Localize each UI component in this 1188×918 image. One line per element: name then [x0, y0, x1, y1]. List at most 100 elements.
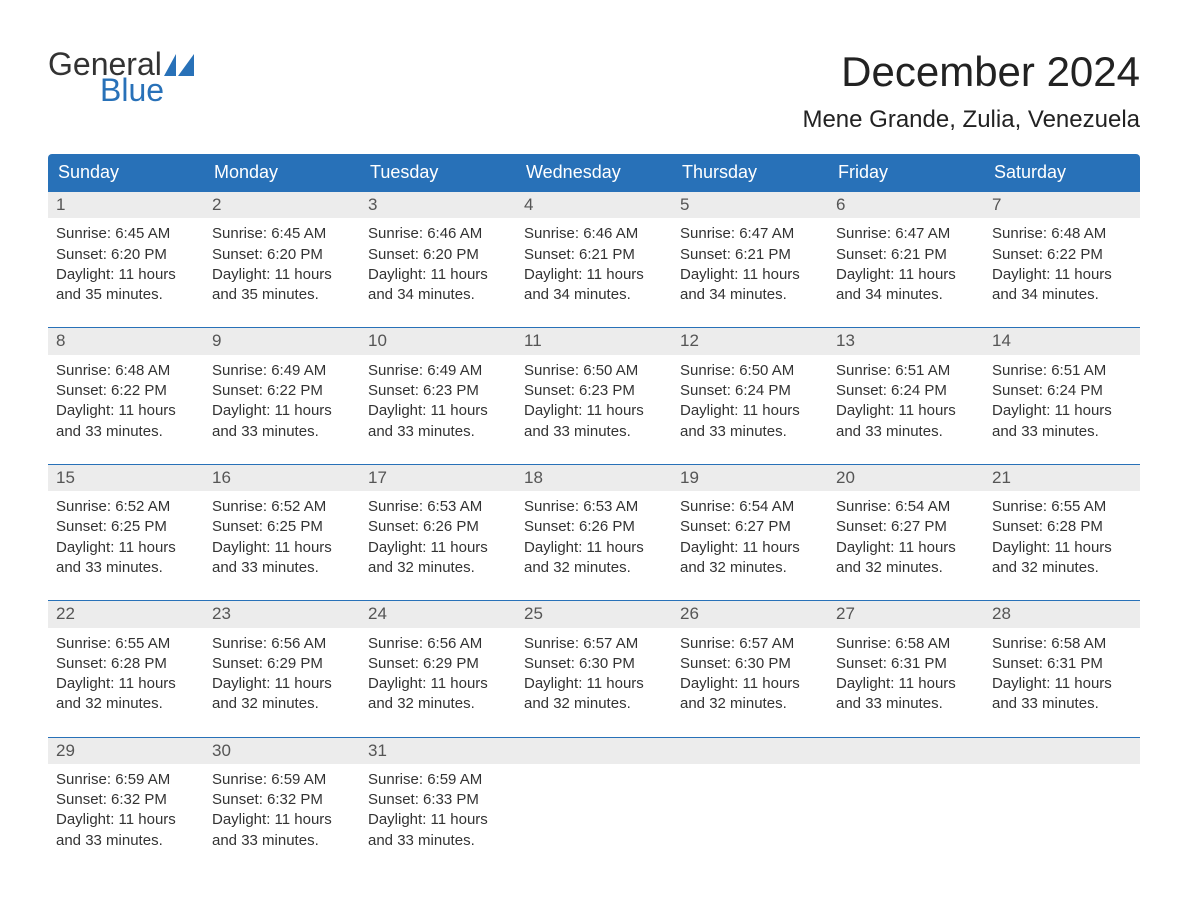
day-cell: 10Sunrise: 6:49 AMSunset: 6:23 PMDayligh…	[360, 328, 516, 445]
day-cell	[828, 738, 984, 855]
day-ss: Sunset: 6:21 PM	[680, 245, 820, 265]
day-dl2: and 33 minutes.	[992, 422, 1132, 442]
day-ss: Sunset: 6:32 PM	[212, 790, 352, 810]
day-dl1: Daylight: 11 hours	[680, 538, 820, 558]
week-row: 22Sunrise: 6:55 AMSunset: 6:28 PMDayligh…	[48, 600, 1140, 718]
day-ss: Sunset: 6:22 PM	[992, 245, 1132, 265]
day-sr: Sunrise: 6:59 AM	[212, 770, 352, 790]
day-cell: 24Sunrise: 6:56 AMSunset: 6:29 PMDayligh…	[360, 601, 516, 718]
day-ss: Sunset: 6:22 PM	[56, 381, 196, 401]
day-dl1: Daylight: 11 hours	[992, 674, 1132, 694]
day-body: Sunrise: 6:59 AMSunset: 6:33 PMDaylight:…	[360, 764, 516, 855]
day-dl1: Daylight: 11 hours	[56, 401, 196, 421]
day-dl1: Daylight: 11 hours	[524, 265, 664, 285]
day-dl1: Daylight: 11 hours	[680, 401, 820, 421]
day-number: 17	[360, 465, 516, 491]
day-dl2: and 35 minutes.	[212, 285, 352, 305]
day-sr: Sunrise: 6:57 AM	[524, 634, 664, 654]
day-dl2: and 33 minutes.	[992, 694, 1132, 714]
day-ss: Sunset: 6:24 PM	[992, 381, 1132, 401]
day-sr: Sunrise: 6:54 AM	[836, 497, 976, 517]
day-body	[516, 764, 672, 774]
day-sr: Sunrise: 6:57 AM	[680, 634, 820, 654]
day-number	[984, 738, 1140, 764]
day-body: Sunrise: 6:50 AMSunset: 6:23 PMDaylight:…	[516, 355, 672, 446]
day-number: 7	[984, 192, 1140, 218]
day-number: 19	[672, 465, 828, 491]
day-sr: Sunrise: 6:49 AM	[368, 361, 508, 381]
day-dl2: and 33 minutes.	[56, 422, 196, 442]
day-ss: Sunset: 6:32 PM	[56, 790, 196, 810]
day-dl2: and 32 minutes.	[992, 558, 1132, 578]
day-ss: Sunset: 6:31 PM	[836, 654, 976, 674]
day-number: 8	[48, 328, 204, 354]
day-sr: Sunrise: 6:59 AM	[368, 770, 508, 790]
day-dl1: Daylight: 11 hours	[56, 538, 196, 558]
day-body: Sunrise: 6:45 AMSunset: 6:20 PMDaylight:…	[48, 218, 204, 309]
day-sr: Sunrise: 6:58 AM	[992, 634, 1132, 654]
day-number: 28	[984, 601, 1140, 627]
day-cell: 14Sunrise: 6:51 AMSunset: 6:24 PMDayligh…	[984, 328, 1140, 445]
day-number: 12	[672, 328, 828, 354]
day-body: Sunrise: 6:47 AMSunset: 6:21 PMDaylight:…	[672, 218, 828, 309]
month-title: December 2024	[802, 48, 1140, 96]
day-dl2: and 33 minutes.	[212, 558, 352, 578]
day-ss: Sunset: 6:28 PM	[992, 517, 1132, 537]
day-cell: 17Sunrise: 6:53 AMSunset: 6:26 PMDayligh…	[360, 465, 516, 582]
day-body: Sunrise: 6:51 AMSunset: 6:24 PMDaylight:…	[828, 355, 984, 446]
day-cell: 3Sunrise: 6:46 AMSunset: 6:20 PMDaylight…	[360, 192, 516, 309]
day-body: Sunrise: 6:58 AMSunset: 6:31 PMDaylight:…	[984, 628, 1140, 719]
day-header-wednesday: Wednesday	[516, 154, 672, 191]
day-body: Sunrise: 6:45 AMSunset: 6:20 PMDaylight:…	[204, 218, 360, 309]
day-dl2: and 32 minutes.	[836, 558, 976, 578]
day-number: 22	[48, 601, 204, 627]
day-dl2: and 34 minutes.	[992, 285, 1132, 305]
day-number: 1	[48, 192, 204, 218]
day-sr: Sunrise: 6:46 AM	[368, 224, 508, 244]
day-cell	[516, 738, 672, 855]
day-body: Sunrise: 6:56 AMSunset: 6:29 PMDaylight:…	[360, 628, 516, 719]
week-row: 29Sunrise: 6:59 AMSunset: 6:32 PMDayligh…	[48, 737, 1140, 855]
day-dl2: and 35 minutes.	[56, 285, 196, 305]
day-number: 21	[984, 465, 1140, 491]
day-dl1: Daylight: 11 hours	[212, 265, 352, 285]
day-ss: Sunset: 6:30 PM	[680, 654, 820, 674]
day-number: 23	[204, 601, 360, 627]
day-ss: Sunset: 6:20 PM	[56, 245, 196, 265]
day-dl1: Daylight: 11 hours	[524, 538, 664, 558]
day-sr: Sunrise: 6:53 AM	[368, 497, 508, 517]
day-ss: Sunset: 6:21 PM	[524, 245, 664, 265]
day-body: Sunrise: 6:50 AMSunset: 6:24 PMDaylight:…	[672, 355, 828, 446]
day-cell: 15Sunrise: 6:52 AMSunset: 6:25 PMDayligh…	[48, 465, 204, 582]
day-cell: 6Sunrise: 6:47 AMSunset: 6:21 PMDaylight…	[828, 192, 984, 309]
day-header-row: Sunday Monday Tuesday Wednesday Thursday…	[48, 154, 1140, 191]
day-dl1: Daylight: 11 hours	[368, 810, 508, 830]
day-body	[672, 764, 828, 774]
day-dl2: and 32 minutes.	[524, 558, 664, 578]
day-dl2: and 34 minutes.	[836, 285, 976, 305]
day-dl1: Daylight: 11 hours	[368, 674, 508, 694]
day-body: Sunrise: 6:53 AMSunset: 6:26 PMDaylight:…	[360, 491, 516, 582]
day-sr: Sunrise: 6:50 AM	[680, 361, 820, 381]
day-ss: Sunset: 6:26 PM	[524, 517, 664, 537]
day-dl2: and 33 minutes.	[524, 422, 664, 442]
day-cell: 7Sunrise: 6:48 AMSunset: 6:22 PMDaylight…	[984, 192, 1140, 309]
day-cell: 13Sunrise: 6:51 AMSunset: 6:24 PMDayligh…	[828, 328, 984, 445]
day-sr: Sunrise: 6:58 AM	[836, 634, 976, 654]
day-ss: Sunset: 6:29 PM	[368, 654, 508, 674]
day-sr: Sunrise: 6:56 AM	[368, 634, 508, 654]
day-number: 9	[204, 328, 360, 354]
day-body: Sunrise: 6:51 AMSunset: 6:24 PMDaylight:…	[984, 355, 1140, 446]
day-body: Sunrise: 6:48 AMSunset: 6:22 PMDaylight:…	[48, 355, 204, 446]
calendar: Sunday Monday Tuesday Wednesday Thursday…	[48, 154, 1140, 855]
page-header: General Blue December 2024 Mene Grande, …	[48, 48, 1140, 146]
day-dl1: Daylight: 11 hours	[836, 538, 976, 558]
day-dl2: and 33 minutes.	[212, 831, 352, 851]
day-dl1: Daylight: 11 hours	[368, 401, 508, 421]
day-dl2: and 32 minutes.	[368, 558, 508, 578]
day-number: 18	[516, 465, 672, 491]
day-cell	[984, 738, 1140, 855]
day-number: 4	[516, 192, 672, 218]
day-body: Sunrise: 6:52 AMSunset: 6:25 PMDaylight:…	[48, 491, 204, 582]
day-number: 27	[828, 601, 984, 627]
